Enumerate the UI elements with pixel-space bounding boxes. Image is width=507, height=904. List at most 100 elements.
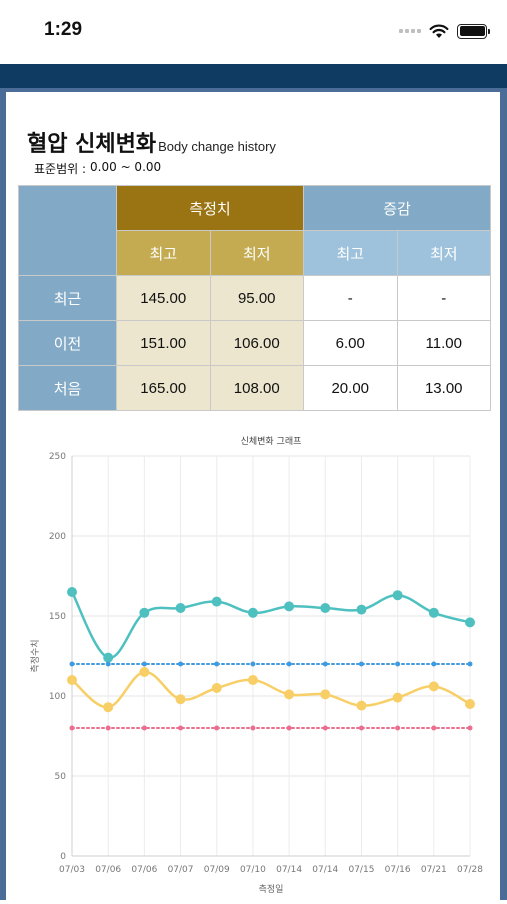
data-point [392,692,403,703]
y-axis-title: 측정수치 [29,639,41,672]
y-tick-label: 100 [49,692,66,702]
data-point [105,725,111,731]
data-point [395,725,401,731]
data-point [67,675,77,685]
data-point [395,661,401,667]
header-change: 증감 [303,185,491,231]
data-point [214,661,220,667]
status-indicators [399,20,490,42]
cell-high: 145.00 [116,275,211,321]
battery-icon [457,23,490,39]
data-point [141,725,147,731]
data-point [358,661,364,667]
table-row-previous: 이전 151.00 106.00 6.00 11.00 [18,320,491,366]
cell-high: 151.00 [116,320,211,366]
standard-range: 표준범위 : 0.00 ~ 0.00 [34,160,161,177]
cell-low: 95.00 [209,275,304,321]
data-point [467,661,473,667]
standard-range-value: 0.00 ~ 0.00 [90,160,162,174]
data-point [250,661,256,667]
data-point [322,661,328,667]
data-point [356,700,367,711]
data-point [175,694,186,705]
cell-change-high: - [303,275,398,321]
table-corner [18,185,117,276]
content-frame: 혈압 신체변화 Body change history 표준범위 : 0.00 … [0,88,507,904]
data-point [467,725,473,731]
data-point [211,683,222,693]
data-point [175,603,186,613]
data-point [320,689,331,700]
title-main: 혈압 신체변화 [27,132,157,157]
cell-high: 165.00 [116,365,211,411]
cell-change-low: 13.00 [396,365,491,411]
series-line-0 [70,591,471,659]
x-tick-label: 07/07 [168,865,194,875]
data-point [250,725,256,731]
cell-change-high: 20.00 [303,365,398,411]
y-tick-label: 200 [49,532,66,542]
cell-change-low: 11.00 [396,320,491,366]
x-axis-title: 측정일 [259,884,284,895]
cell-change-high: 6.00 [303,320,398,366]
data-point [69,725,75,731]
title-subtitle: Body change history [158,139,276,154]
status-time: 1:29 [44,19,83,40]
data-point [139,667,150,677]
status-bar: 1:29 [0,0,507,64]
data-point [465,699,475,709]
data-point [356,604,367,615]
x-tick-label: 07/03 [59,865,85,875]
data-point [69,661,75,667]
data-point [320,603,331,613]
data-point [428,607,439,618]
x-tick-label: 07/10 [240,865,266,875]
x-tick-label: 07/16 [385,865,411,875]
table-row-first: 처음 165.00 108.00 20.00 13.00 [18,365,491,411]
content-card: 혈압 신체변화 Body change history 표준범위 : 0.00 … [6,92,500,904]
data-point [178,725,184,731]
data-point [322,725,328,731]
x-tick-label: 07/14 [312,865,338,875]
data-point [392,590,403,601]
data-point [103,652,114,663]
data-point [286,661,292,667]
data-point [105,661,111,667]
data-point [141,661,147,667]
x-tick-label: 07/21 [421,865,447,875]
header-measurement: 측정치 [116,185,304,231]
x-tick-label: 07/14 [276,865,302,875]
y-tick-label: 250 [49,452,66,462]
cell-low: 106.00 [209,320,304,366]
x-tick-label: 07/06 [95,865,121,875]
row-label: 최근 [18,275,117,321]
data-point [178,661,184,667]
x-tick-label: 07/15 [348,865,374,875]
row-label: 처음 [18,365,117,411]
body-change-chart: 0 50 100 150 200 250 07/03 07/06 07/06 07/07 07/09… [29,436,483,895]
data-point [465,617,475,628]
header-measure-high: 최고 [116,230,211,276]
bp-summary-table: 측정치 증감 최고 최저 최고 최저 최근 145.00 95.00 - - 이… [18,185,491,411]
data-point [284,601,295,612]
series-line-1 [71,670,471,709]
data-point [214,725,220,731]
data-point [67,587,77,597]
data-point [431,661,437,667]
data-point [103,702,114,713]
chart-title: 신체변화 그래프 [241,436,302,447]
data-point [247,607,258,618]
x-tick-label: 07/28 [457,865,483,875]
y-tick-label: 150 [49,612,66,622]
header-change-low: 최저 [396,230,491,276]
nav-bar [0,64,507,88]
header-measure-low: 최저 [209,230,304,276]
data-point [431,725,437,731]
row-label: 이전 [18,320,117,366]
y-tick-label: 0 [60,852,66,862]
data-point [286,725,292,731]
page-title: 혈압 신체변화 Body change history [27,126,276,158]
standard-range-label: 표준범위 : [34,162,87,176]
y-tick-label: 50 [55,772,67,782]
data-point [247,675,258,685]
